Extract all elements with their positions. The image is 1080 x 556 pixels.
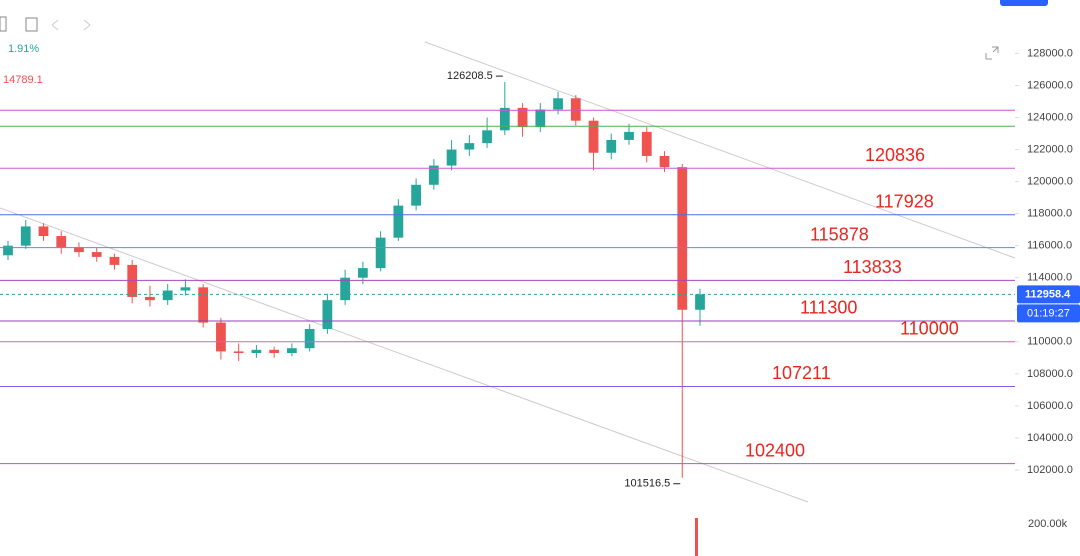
y-tick-label: 110000.0 — [1027, 336, 1072, 348]
header-price: 14789.1 — [3, 74, 43, 86]
candle-body — [74, 247, 84, 253]
candle-body — [677, 167, 688, 310]
candle-body — [180, 287, 191, 291]
level-label: 120836 — [865, 145, 925, 165]
candle-body — [588, 120, 599, 153]
candle-body — [198, 287, 209, 323]
candle-body — [393, 205, 404, 238]
candle-body — [659, 155, 670, 168]
candle-body — [233, 351, 244, 354]
y-tick-label: 124000.0 — [1027, 111, 1073, 123]
redo-icon[interactable] — [83, 19, 91, 31]
candle-body — [322, 300, 333, 329]
change: 1.91% — [8, 43, 39, 55]
candle-body — [109, 256, 120, 265]
candle-body — [216, 322, 226, 352]
candle-body — [535, 109, 546, 128]
last-price-label: 112958.4 — [1025, 288, 1071, 300]
candle-body — [570, 98, 581, 121]
last-price-box — [1017, 285, 1080, 304]
y-tick-label: 120000.0 — [1027, 175, 1073, 187]
candle-body — [145, 296, 155, 301]
candle-body — [375, 237, 386, 269]
high-annotation: 126208.5 — [447, 70, 493, 82]
candle-body — [287, 348, 297, 354]
y-tick-label: 122000.0 — [1027, 143, 1073, 155]
candle-body — [695, 294, 705, 310]
toolbar-icon[interactable] — [0, 16, 7, 32]
countdown: 01:19:27 — [1027, 307, 1070, 319]
candle-body — [127, 264, 138, 297]
delete-icon[interactable] — [25, 17, 38, 32]
candle-body — [606, 139, 617, 153]
trend-line — [424, 41, 1016, 259]
y-tick-label: 126000.0 — [1027, 79, 1073, 91]
candle-body — [464, 143, 475, 150]
y-tick-label: 116000.0 — [1027, 240, 1072, 252]
level-label: 113833 — [843, 257, 902, 277]
level-label: 117928 — [875, 192, 934, 212]
y-tick-label: 108000.0 — [1027, 368, 1073, 380]
candle-body — [411, 184, 421, 206]
candle-body — [428, 165, 439, 185]
y-tick-label: 114000.0 — [1027, 272, 1072, 284]
y-tick-label: 106000.0 — [1027, 400, 1073, 412]
candle-body — [446, 149, 457, 166]
candle-body — [517, 107, 528, 128]
candle-body — [340, 277, 351, 301]
undo-icon[interactable] — [51, 19, 59, 31]
candle-body — [624, 131, 634, 140]
trend-line — [0, 207, 809, 503]
y-tick-label: 118000.0 — [1027, 208, 1072, 220]
level-label: 110000 — [900, 319, 959, 339]
countdown-box — [1017, 304, 1080, 323]
volume-bar — [695, 518, 698, 556]
candle-body — [499, 107, 510, 131]
candle-body — [641, 131, 652, 156]
toolbar-button[interactable] — [1000, 0, 1048, 6]
level-label: 102400 — [745, 440, 805, 460]
candle-body — [304, 328, 315, 349]
level-label: 115878 — [810, 224, 869, 244]
candle-body — [91, 252, 102, 257]
candle-body — [162, 290, 173, 301]
candle-body — [269, 349, 280, 354]
candle-body — [38, 226, 49, 237]
candle-body — [553, 98, 563, 110]
candle-body — [3, 245, 13, 256]
candle-body — [20, 226, 31, 246]
candle-body — [482, 130, 492, 144]
candle-body — [251, 349, 262, 354]
y-tick-label: 128000.0 — [1027, 47, 1073, 59]
expand-icon[interactable] — [985, 46, 999, 60]
candle-body — [56, 236, 67, 248]
toolbar — [0, 0, 1048, 60]
candle-body — [357, 268, 368, 278]
low-annotation: 101516.5 — [624, 478, 670, 490]
y-tick-label: 104000.0 — [1027, 432, 1073, 444]
y-tick-label: 102000.0 — [1027, 464, 1073, 476]
level-label: 107211 — [772, 363, 831, 383]
volume-axis-label: 200.00k — [1028, 518, 1068, 530]
level-label: 111300 — [800, 298, 857, 318]
